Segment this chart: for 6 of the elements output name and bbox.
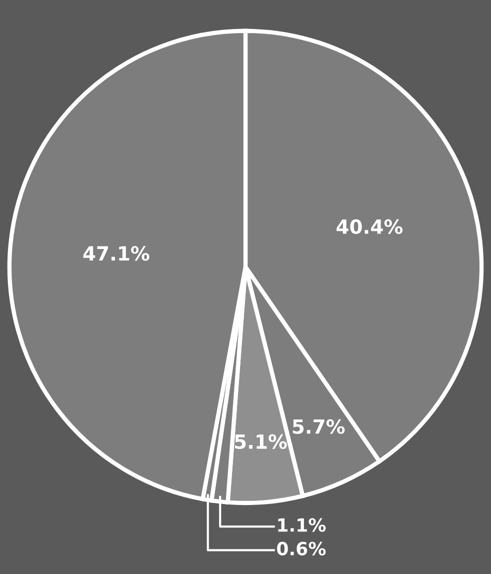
data-label: 0.6% [277,542,326,556]
data-label: 40.4% [336,219,403,234]
data-label: 47.1% [83,246,150,261]
data-label: 1.1% [278,518,326,532]
data-label: 5.7% [292,419,345,434]
data-label: 5.1% [235,434,287,449]
